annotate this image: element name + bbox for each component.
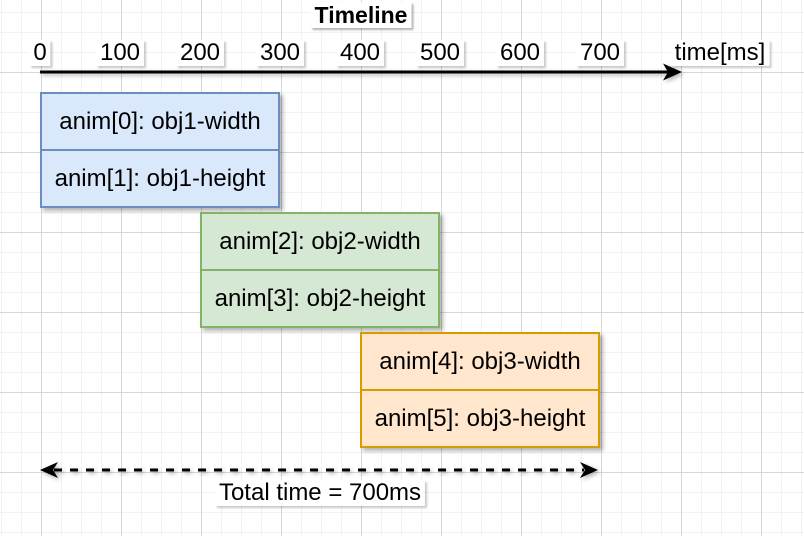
anim-bar-3-label: anim[3]: obj2-height: [214, 284, 426, 312]
anim-bar-1: anim[1]: obj1-height: [40, 149, 280, 208]
time-axis-arrowhead-icon: [663, 63, 682, 81]
anim-bar-4: anim[4]: obj3-width: [360, 332, 600, 391]
anim-bar-5-label: anim[5]: obj3-height: [374, 404, 586, 432]
tick-label-500: 500: [415, 40, 465, 66]
tick-label-300: 300: [255, 40, 305, 66]
anim-bar-0-label: anim[0]: obj1-width: [59, 107, 261, 135]
track-group-obj2: anim[2]: obj2-width anim[3]: obj2-height: [200, 212, 440, 328]
anim-bar-2-label: anim[2]: obj2-width: [219, 227, 421, 255]
diagram-title: Timeline: [310, 2, 412, 28]
track-group-obj3: anim[4]: obj3-width anim[5]: obj3-height: [360, 332, 600, 448]
anim-bar-0: anim[0]: obj1-width: [40, 92, 280, 151]
total-time-right-arrowhead-icon: [580, 462, 598, 478]
tick-label-600: 600: [495, 40, 545, 66]
tick-label-0: 0: [29, 40, 51, 66]
anim-bar-1-label: anim[1]: obj1-height: [54, 164, 266, 192]
axis-unit-label: time[ms]: [670, 40, 770, 66]
anim-bar-3: anim[3]: obj2-height: [200, 269, 440, 328]
tick-label-200: 200: [175, 40, 225, 66]
tick-label-700: 700: [575, 40, 625, 66]
tick-label-400: 400: [335, 40, 385, 66]
total-time-left-arrowhead-icon: [40, 462, 58, 478]
total-time-label: Total time = 700ms: [214, 480, 426, 506]
anim-bar-2: anim[2]: obj2-width: [200, 212, 440, 271]
anim-bar-4-label: anim[4]: obj3-width: [379, 347, 581, 375]
tick-label-100: 100: [95, 40, 145, 66]
anim-bar-5: anim[5]: obj3-height: [360, 389, 600, 448]
track-group-obj1: anim[0]: obj1-width anim[1]: obj1-height: [40, 92, 280, 208]
